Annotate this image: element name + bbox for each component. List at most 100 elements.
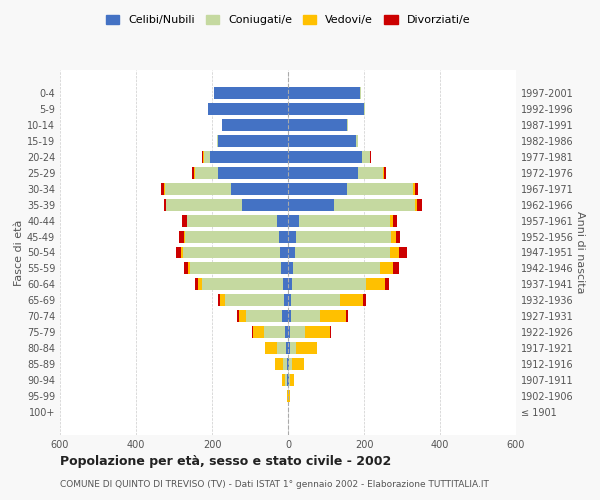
Bar (296, 230, 391, 242)
Bar (390, 214, 393, 226)
Bar (293, 262, 380, 274)
Bar (179, 230, 184, 242)
Bar (299, 214, 390, 226)
Bar (288, 214, 299, 226)
Bar (288, 246, 295, 258)
Bar (195, 166, 218, 178)
Bar (288, 326, 290, 338)
Bar (288, 150, 362, 162)
Bar (334, 198, 415, 210)
Bar (383, 166, 384, 178)
Bar (289, 358, 292, 370)
Bar (384, 166, 386, 178)
Bar (288, 262, 293, 274)
Bar (205, 150, 210, 162)
Bar (290, 342, 296, 354)
Bar (195, 278, 198, 290)
Bar (362, 150, 370, 162)
Bar (346, 310, 348, 322)
Bar (288, 230, 296, 242)
Bar (358, 166, 383, 178)
Bar (292, 358, 304, 370)
Bar (275, 358, 283, 370)
Bar (417, 198, 422, 210)
Bar (289, 390, 290, 402)
Bar (226, 294, 284, 306)
Bar (385, 278, 389, 290)
Bar (218, 166, 288, 178)
Bar (283, 358, 287, 370)
Bar (281, 262, 288, 274)
Bar (214, 86, 288, 99)
Bar (288, 198, 334, 210)
Bar (164, 198, 166, 210)
Bar (356, 134, 358, 146)
Bar (363, 294, 366, 306)
Bar (166, 198, 242, 210)
Bar (236, 310, 239, 322)
Bar (188, 262, 190, 274)
Y-axis label: Fasce di età: Fasce di età (14, 220, 24, 286)
Bar (252, 326, 253, 338)
Bar (400, 246, 407, 258)
Bar (360, 86, 361, 99)
Bar (364, 102, 365, 115)
Bar (295, 246, 390, 258)
Bar (286, 374, 287, 386)
Bar (288, 342, 290, 354)
Bar (291, 310, 320, 322)
Bar (278, 230, 288, 242)
Bar (220, 294, 226, 306)
Bar (285, 326, 288, 338)
Bar (288, 358, 289, 370)
Bar (183, 246, 280, 258)
Bar (187, 214, 277, 226)
Bar (190, 262, 281, 274)
Bar (288, 278, 292, 290)
Bar (198, 278, 202, 290)
Text: COMUNE DI QUINTO DI TREVISO (TV) - Dati ISTAT 1° gennaio 2002 - Elaborazione TUT: COMUNE DI QUINTO DI TREVISO (TV) - Dati … (60, 480, 489, 489)
Bar (415, 198, 417, 210)
Bar (288, 102, 364, 115)
Bar (182, 214, 187, 226)
Bar (370, 150, 371, 162)
Bar (393, 262, 399, 274)
Bar (194, 166, 195, 178)
Bar (231, 182, 288, 194)
Bar (347, 182, 413, 194)
Bar (380, 262, 393, 274)
Bar (287, 374, 288, 386)
Bar (283, 278, 288, 290)
Bar (296, 342, 317, 354)
Bar (265, 342, 277, 354)
Bar (284, 294, 288, 306)
Bar (181, 246, 183, 258)
Bar (390, 246, 400, 258)
Bar (330, 326, 331, 338)
Bar (218, 294, 220, 306)
Bar (305, 326, 330, 338)
Bar (320, 310, 346, 322)
Bar (340, 294, 363, 306)
Bar (210, 150, 288, 162)
Bar (282, 374, 286, 386)
Bar (290, 326, 305, 338)
Bar (287, 358, 288, 370)
Bar (290, 374, 294, 386)
Bar (288, 134, 356, 146)
Bar (286, 342, 288, 354)
Legend: Celibi/Nubili, Coniugati/e, Vedovi/e, Divorziati/e: Celibi/Nubili, Coniugati/e, Vedovi/e, Di… (101, 10, 475, 30)
Bar (288, 294, 291, 306)
Bar (292, 278, 366, 290)
Bar (280, 246, 288, 258)
Bar (184, 230, 185, 242)
Bar (391, 230, 396, 242)
Bar (289, 374, 290, 386)
Bar (161, 182, 164, 194)
Bar (396, 230, 400, 242)
Bar (288, 86, 360, 99)
Bar (221, 118, 288, 130)
Bar (288, 182, 347, 194)
Bar (288, 310, 291, 322)
Bar (242, 198, 288, 210)
